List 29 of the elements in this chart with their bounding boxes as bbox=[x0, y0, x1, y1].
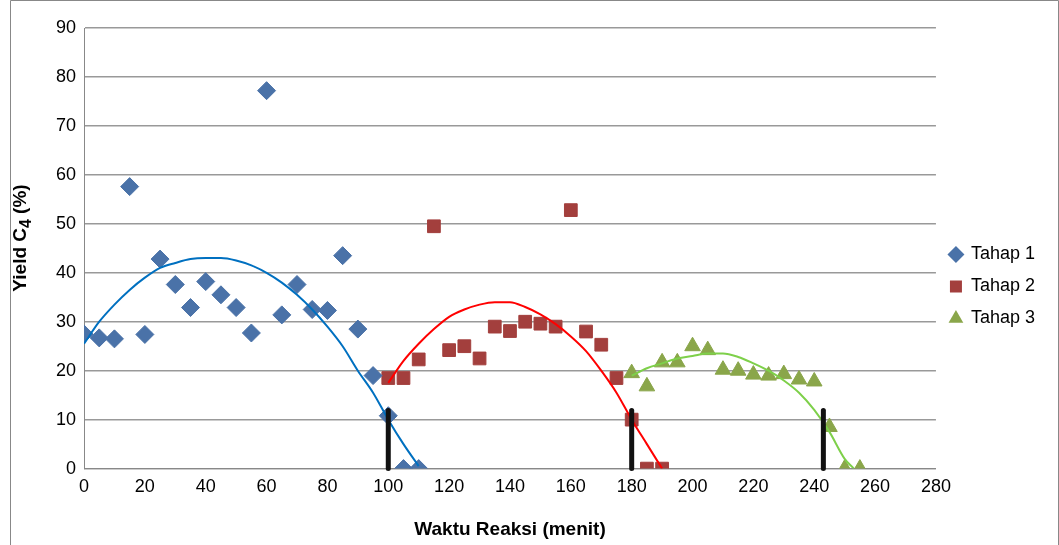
y-tick-label: 60 bbox=[55, 163, 77, 184]
y-tick-label: 30 bbox=[55, 310, 77, 331]
x-axis-title: Waktu Reaksi (menit) bbox=[414, 517, 606, 539]
legend-label: Tahap 1 bbox=[970, 243, 1036, 264]
x-tick-label: 180 bbox=[616, 476, 647, 497]
x-tick-label: 120 bbox=[434, 476, 465, 497]
x-tick-label: 280 bbox=[920, 476, 951, 497]
y-tick-label: 90 bbox=[55, 16, 77, 37]
x-tick-label: 0 bbox=[79, 476, 90, 497]
y-tick-label: 40 bbox=[55, 261, 77, 282]
y-tick-label: 70 bbox=[55, 114, 77, 135]
x-tick-label: 200 bbox=[677, 476, 708, 497]
y-tick-label: 10 bbox=[55, 408, 77, 429]
y-tick-label: 20 bbox=[55, 359, 77, 380]
y-tick-label: 80 bbox=[55, 65, 77, 86]
x-tick-label: 220 bbox=[738, 476, 769, 497]
y-tick-label: 50 bbox=[55, 212, 77, 233]
x-tick-label: 160 bbox=[555, 476, 586, 497]
x-tick-label: 80 bbox=[317, 476, 338, 497]
legend-label: Tahap 2 bbox=[970, 275, 1036, 296]
x-tick-label: 140 bbox=[494, 476, 526, 497]
x-tick-label: 20 bbox=[134, 476, 155, 497]
y-tick-label: 0 bbox=[66, 457, 77, 478]
x-tick-label: 40 bbox=[195, 476, 216, 497]
x-tick-label: 260 bbox=[860, 476, 891, 497]
legend-label: Tahap 3 bbox=[970, 307, 1036, 328]
x-tick-label: 60 bbox=[256, 476, 277, 497]
x-tick-label: 100 bbox=[373, 476, 404, 497]
x-tick-label: 240 bbox=[799, 476, 830, 497]
